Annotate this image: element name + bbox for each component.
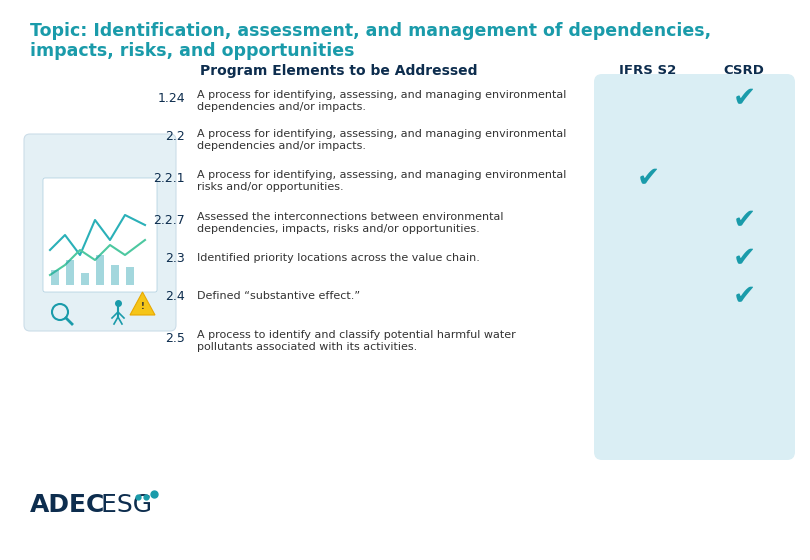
Bar [51,270,59,285]
Text: A process for identifying, assessing, and managing environmental: A process for identifying, assessing, an… [197,170,566,180]
Text: dependencies and/or impacts.: dependencies and/or impacts. [197,141,366,151]
Text: risks and/or opportunities.: risks and/or opportunities. [197,182,343,192]
Text: 2.2.7: 2.2.7 [153,213,185,226]
Bar [111,265,119,285]
Bar [126,267,134,285]
Text: Topic: Identification, assessment, and management of dependencies,: Topic: Identification, assessment, and m… [30,22,711,40]
Text: impacts, risks, and opportunities: impacts, risks, and opportunities [30,42,355,60]
Text: Program Elements to be Addressed: Program Elements to be Addressed [200,64,478,78]
Text: ✔: ✔ [732,84,756,112]
Bar [81,273,89,285]
Text: 2.5: 2.5 [165,332,185,344]
Text: ✔: ✔ [732,282,756,310]
Text: Identified priority locations across the value chain.: Identified priority locations across the… [197,253,480,263]
Text: 2.2: 2.2 [165,130,185,143]
Text: dependencies and/or impacts.: dependencies and/or impacts. [197,102,366,112]
Text: A process for identifying, assessing, and managing environmental: A process for identifying, assessing, an… [197,129,566,139]
Text: 2.4: 2.4 [165,290,185,302]
Text: Defined “substantive effect.”: Defined “substantive effect.” [197,291,360,301]
Polygon shape [130,292,155,315]
Text: A process for identifying, assessing, and managing environmental: A process for identifying, assessing, an… [197,90,566,100]
Text: Assessed the interconnections between environmental: Assessed the interconnections between en… [197,212,504,222]
Bar [96,255,104,285]
Text: CSRD: CSRD [723,64,765,77]
Text: pollutants associated with its activities.: pollutants associated with its activitie… [197,342,417,352]
Text: 1.24: 1.24 [157,91,185,105]
Text: IFRS S2: IFRS S2 [620,64,676,77]
Text: 2.3: 2.3 [165,251,185,264]
Text: ✔: ✔ [732,244,756,272]
Bar [66,260,74,285]
Text: ADEC: ADEC [30,493,105,517]
Text: ✔: ✔ [732,206,756,234]
Text: dependencies, impacts, risks and/or opportunities.: dependencies, impacts, risks and/or oppo… [197,224,480,234]
FancyBboxPatch shape [594,74,795,460]
Text: ✔: ✔ [637,164,659,192]
FancyBboxPatch shape [43,178,157,292]
FancyBboxPatch shape [24,134,176,331]
Text: !: ! [141,302,144,311]
Text: A process to identify and classify potential harmful water: A process to identify and classify poten… [197,330,516,340]
Text: 2.2.1: 2.2.1 [153,171,185,184]
Text: ESG: ESG [93,493,152,517]
